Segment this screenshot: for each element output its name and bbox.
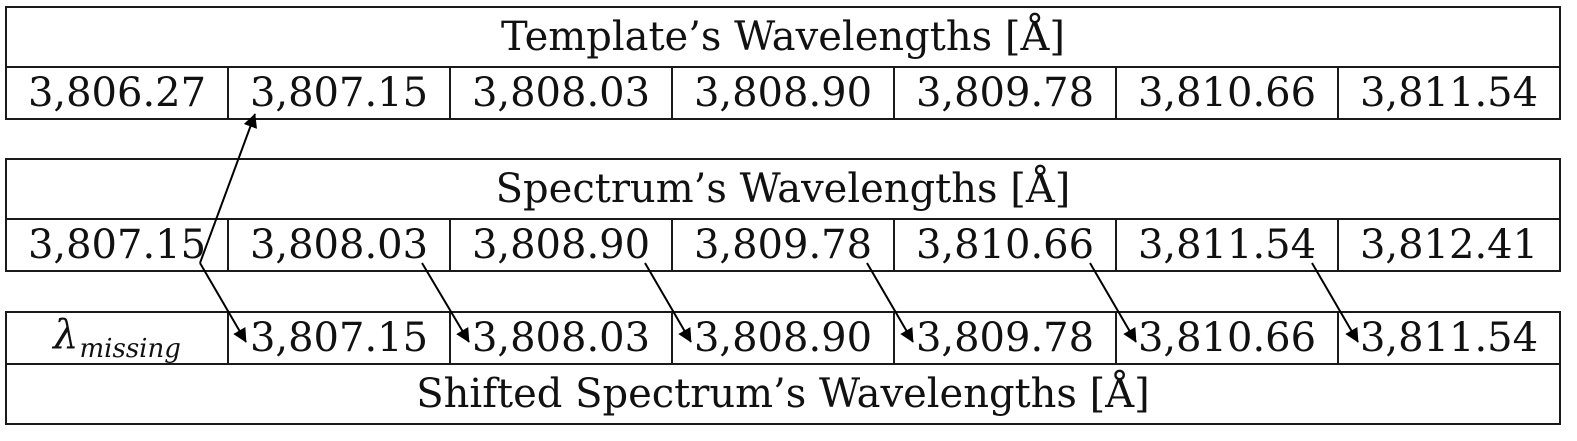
- shifted-value-cell: 3,808.90: [671, 311, 895, 365]
- template-wavelengths-table: Template’s Wavelengths [Å] 3,806.27 3,80…: [5, 6, 1561, 120]
- template-title: Template’s Wavelengths [Å]: [5, 6, 1561, 68]
- spectrum-value-cell: 3,811.54: [1115, 218, 1339, 272]
- shifted-spectrum-wavelengths-table: λmissing 3,807.15 3,808.03 3,808.90 3,80…: [5, 311, 1561, 425]
- missing-lambda-cell: λmissing: [5, 311, 229, 365]
- shifted-value-cell: 3,808.03: [449, 311, 673, 365]
- template-value-cell: 3,811.54: [1337, 66, 1561, 120]
- missing-subscript: missing: [79, 333, 181, 364]
- spectrum-value-cell: 3,809.78: [671, 218, 895, 272]
- spectrum-value-cell: 3,808.90: [449, 218, 673, 272]
- template-value-cell: 3,808.03: [449, 66, 673, 120]
- spectrum-value-cell: 3,807.15: [5, 218, 229, 272]
- shifted-value-cell: 3,811.54: [1337, 311, 1561, 365]
- spectrum-value-cell: 3,810.66: [893, 218, 1117, 272]
- spectrum-value-cell: 3,812.41: [1337, 218, 1561, 272]
- shifted-value-cell: 3,809.78: [893, 311, 1117, 365]
- spectrum-title: Spectrum’s Wavelengths [Å]: [5, 158, 1561, 220]
- shifted-value-cell: 3,807.15: [227, 311, 451, 365]
- template-value-cell: 3,807.15: [227, 66, 451, 120]
- template-value-cell: 3,810.66: [1115, 66, 1339, 120]
- spectrum-wavelengths-table: Spectrum’s Wavelengths [Å] 3,807.15 3,80…: [5, 158, 1561, 272]
- shifted-value-cell: 3,810.66: [1115, 311, 1339, 365]
- template-value-cell: 3,806.27: [5, 66, 229, 120]
- lambda-symbol: λ: [53, 311, 79, 358]
- template-value-cell: 3,808.90: [671, 66, 895, 120]
- shifted-title: Shifted Spectrum’s Wavelengths [Å]: [5, 363, 1561, 425]
- template-value-cell: 3,809.78: [893, 66, 1117, 120]
- spectrum-value-cell: 3,808.03: [227, 218, 451, 272]
